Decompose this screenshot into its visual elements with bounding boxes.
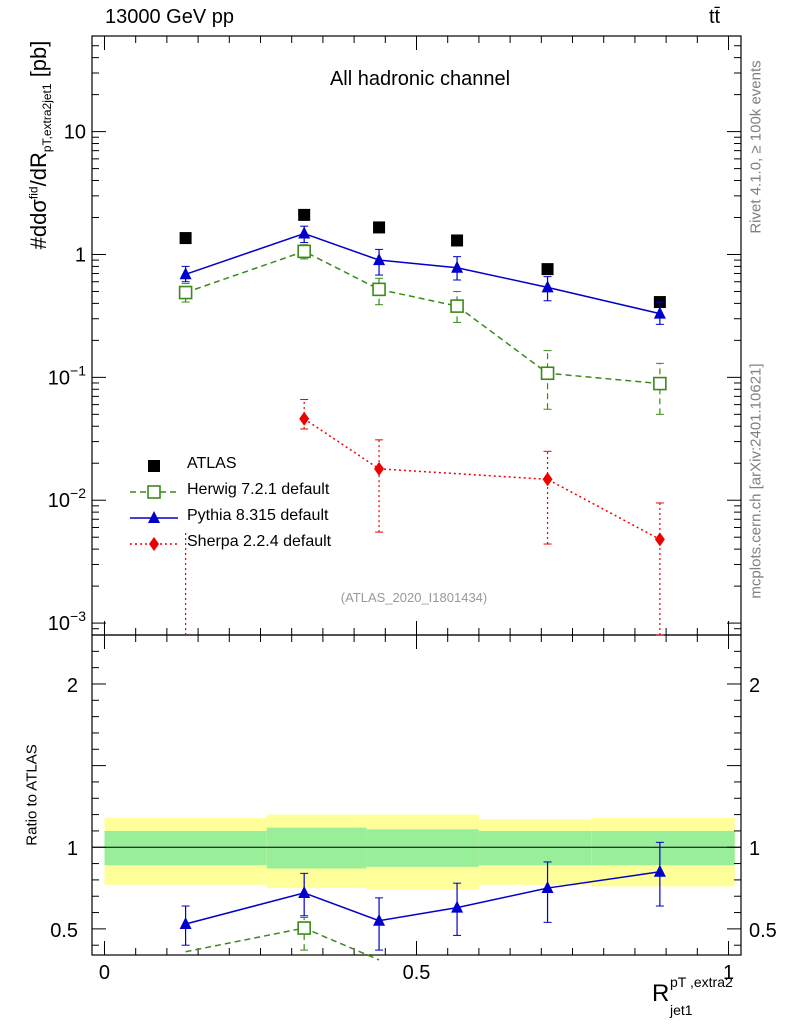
legend-entry: Herwig 7.2.1 default (187, 481, 330, 498)
data-point (178, 285, 193, 300)
ratio-point (297, 921, 311, 935)
ratio-point (179, 916, 192, 929)
y-tick-label: 10−3 (48, 608, 86, 635)
ratio-point (298, 885, 311, 898)
ratio-line (185, 870, 660, 925)
series-sherpa (185, 399, 665, 636)
uncertainty-bands (92, 814, 741, 890)
data-series (178, 208, 667, 961)
data-point (653, 376, 667, 391)
data-point (450, 299, 464, 313)
ratio-series-herwig (185, 916, 380, 961)
data-point (374, 461, 385, 476)
data-point (451, 234, 464, 247)
ratio-y-tick-label-right: 0.5 (749, 920, 777, 942)
legend-marker (147, 485, 161, 499)
axis-ticks (92, 35, 741, 955)
data-point (541, 263, 554, 276)
ratio-frame (91, 634, 742, 956)
band-inner (591, 830, 735, 866)
legend-marker (148, 511, 160, 523)
y-axis-label-ratio: Ratio to ATLAS (23, 744, 41, 846)
legend-entry: ATLAS (187, 455, 237, 472)
data-point (179, 267, 192, 280)
series-line (185, 232, 661, 315)
ratio-point (653, 864, 666, 877)
ratio-y-tick-label: 0.5 (50, 920, 78, 942)
ratio-series-pythia (179, 841, 666, 951)
analysis-watermark: (ATLAS_2020_I1801434) (340, 590, 488, 605)
band-inner (478, 830, 592, 866)
x-tick-label: 0.5 (403, 962, 431, 984)
header-process: tt̄ (709, 6, 721, 28)
ratio-y-tick-label-right: 2 (749, 675, 760, 697)
band-inner (266, 827, 367, 869)
data-point (542, 472, 553, 487)
data-point (653, 306, 666, 319)
x-tick-label: 0 (99, 962, 110, 984)
ratio-y-tick-label: 2 (67, 675, 78, 697)
data-point (541, 280, 554, 293)
data-point (373, 253, 386, 266)
y-tick-label: 10−1 (48, 362, 86, 389)
band-inner (104, 830, 267, 866)
data-point (373, 221, 386, 234)
y-tick-label: 1 (75, 244, 86, 266)
x-tick-label: 1 (723, 962, 734, 984)
y-tick-label: 10 (64, 122, 86, 144)
x-axis-label: R pT ,extra2 jet1 (652, 974, 733, 1018)
rivet-version-label: Rivet 4.1.0, ≥ 100k events (747, 60, 765, 234)
series-line (303, 418, 661, 541)
mcplots-label: mcplots.cern.ch [arXiv:2401.10621] (747, 363, 765, 599)
ratio-y-tick-label-right: 1 (749, 838, 760, 860)
header-energy: 13000 GeV pp (105, 6, 234, 28)
chart-title: All hadronic channel (329, 68, 511, 90)
series-line (185, 250, 660, 385)
data-point (297, 244, 311, 259)
data-point (540, 366, 555, 381)
legend (130, 460, 178, 551)
ratio-point (373, 913, 386, 926)
data-point (299, 411, 310, 426)
data-point (451, 260, 464, 273)
y-axis-label-top: #ddσfid/dRpT,extra2jet1 [pb] (25, 40, 55, 250)
series-herwig (178, 244, 667, 415)
series-atlas (179, 208, 666, 309)
y-tick-label: 10−2 (48, 485, 86, 512)
data-point (654, 532, 665, 547)
data-point (372, 282, 386, 297)
ratio-point (541, 881, 554, 894)
tick-labels: 10−3 10−2 10−1 1 10 0.5 0.5 1 1 2 2 0 0.5 1 (48, 122, 777, 984)
series-pythia (179, 225, 666, 325)
ratio-point (451, 900, 464, 913)
data-point (298, 208, 311, 221)
legend-entry: Sherpa 2.2.4 default (187, 533, 332, 550)
band-inner (366, 829, 479, 867)
legend-marker (149, 537, 159, 551)
legend-entry: Pythia 8.315 default (187, 507, 329, 524)
data-point (179, 232, 192, 245)
data-point (298, 226, 311, 239)
ratio-y-tick-label: 1 (67, 838, 78, 860)
legend-marker (148, 460, 160, 472)
